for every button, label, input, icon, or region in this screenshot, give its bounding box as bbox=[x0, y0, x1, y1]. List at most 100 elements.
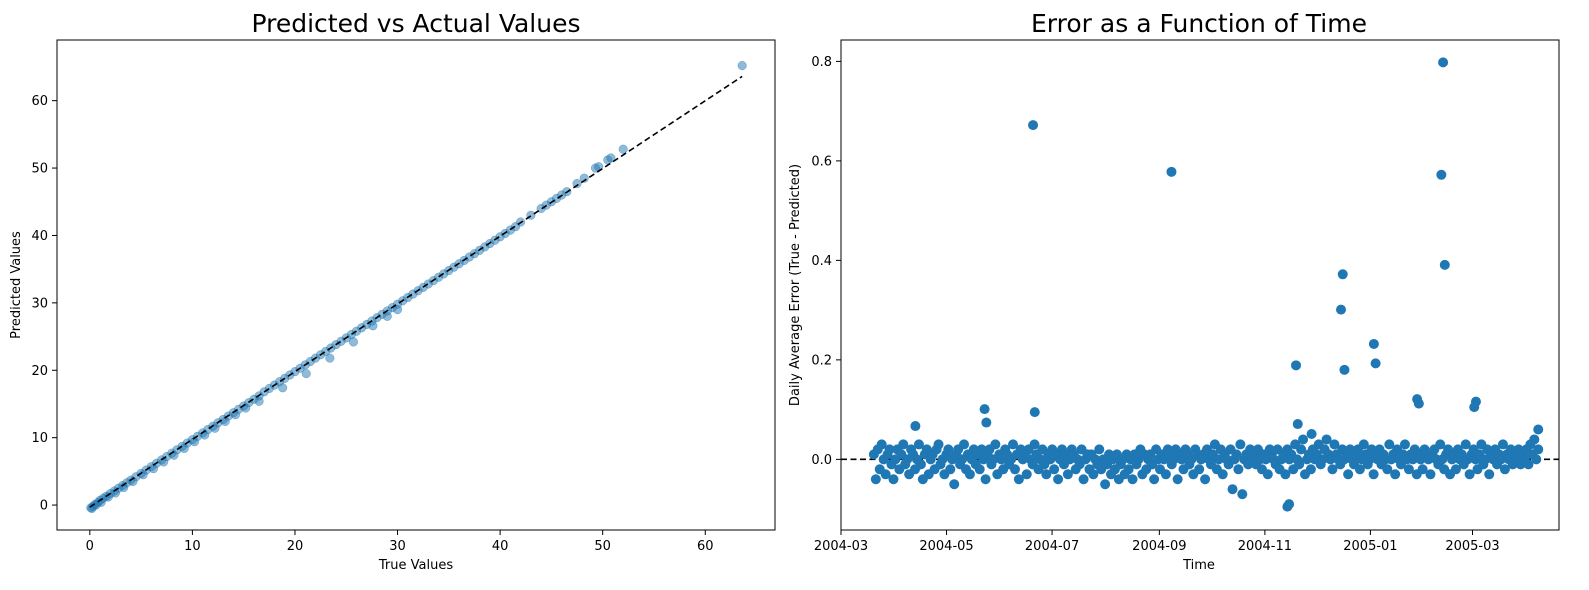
data-point bbox=[1296, 444, 1307, 455]
data-point bbox=[1339, 364, 1350, 375]
data-point bbox=[910, 421, 921, 432]
data-point bbox=[913, 439, 924, 450]
data-point bbox=[179, 443, 189, 453]
data-point bbox=[1028, 120, 1039, 131]
data-point bbox=[1368, 338, 1379, 349]
x-tick-label: 40 bbox=[492, 539, 509, 554]
data-point bbox=[1233, 464, 1244, 475]
data-point bbox=[348, 337, 358, 347]
data-point bbox=[1533, 424, 1544, 435]
scatter-points bbox=[86, 61, 747, 513]
chart-predicted-vs-actual: Predicted vs Actual Values 0 10 20 30 40 50 60… bbox=[9, 9, 776, 573]
data-point bbox=[1329, 439, 1340, 450]
data-point bbox=[606, 153, 616, 163]
data-point bbox=[1291, 360, 1302, 371]
data-point bbox=[898, 439, 909, 450]
x-tick-label: 2004-07 bbox=[1025, 539, 1079, 554]
data-point bbox=[1284, 499, 1295, 510]
data-point bbox=[1123, 464, 1134, 475]
data-point bbox=[943, 444, 954, 455]
data-point bbox=[278, 383, 288, 393]
data-point bbox=[572, 179, 582, 189]
axis-ticks: 2004-03 2004-05 2004-07 2004-09 2004-11 2005-… bbox=[811, 55, 1499, 554]
data-point bbox=[618, 144, 628, 154]
data-point bbox=[1533, 444, 1544, 455]
data-point bbox=[1127, 474, 1138, 485]
data-point bbox=[964, 469, 975, 480]
y-tick-label: 60 bbox=[31, 94, 48, 109]
chart-title: Error as a Function of Time bbox=[1031, 9, 1367, 38]
data-point bbox=[1231, 449, 1242, 460]
identity-line bbox=[89, 75, 743, 508]
data-point bbox=[1413, 398, 1424, 409]
data-point bbox=[1094, 444, 1105, 455]
data-point bbox=[1021, 469, 1032, 480]
x-axis-label: Time bbox=[1182, 558, 1215, 573]
data-point bbox=[945, 464, 956, 475]
data-point bbox=[1194, 464, 1205, 475]
data-point bbox=[990, 439, 1001, 450]
y-axis-label: Predicted Values bbox=[9, 231, 24, 339]
data-point bbox=[1417, 464, 1428, 475]
x-axis-label: True Values bbox=[378, 558, 453, 573]
data-point bbox=[1078, 474, 1089, 485]
data-point bbox=[884, 444, 895, 455]
x-tick-label: 2004-11 bbox=[1238, 539, 1292, 554]
data-point bbox=[1343, 469, 1354, 480]
data-point bbox=[1029, 407, 1040, 418]
data-point bbox=[1166, 166, 1177, 177]
data-point bbox=[148, 464, 158, 474]
data-point bbox=[254, 396, 264, 406]
data-point bbox=[1469, 402, 1480, 413]
data-point bbox=[1217, 469, 1228, 480]
data-point bbox=[1298, 434, 1309, 445]
data-point bbox=[392, 305, 403, 315]
data-point bbox=[1464, 469, 1475, 480]
data-point bbox=[1160, 469, 1171, 480]
data-point bbox=[1460, 439, 1471, 450]
y-tick-label: 0.2 bbox=[811, 353, 832, 368]
data-point bbox=[1529, 434, 1540, 445]
data-point bbox=[1088, 469, 1099, 480]
y-tick-label: 0.6 bbox=[811, 154, 832, 169]
data-point bbox=[1306, 428, 1317, 439]
plot-frame bbox=[840, 39, 1560, 531]
data-point bbox=[1438, 57, 1449, 68]
data-point bbox=[974, 464, 985, 475]
data-point bbox=[210, 423, 220, 433]
data-point bbox=[876, 439, 887, 450]
data-point bbox=[1227, 484, 1238, 495]
data-point bbox=[981, 417, 992, 428]
data-point bbox=[1008, 439, 1019, 450]
data-point bbox=[933, 439, 944, 450]
y-tick-label: 0.0 bbox=[811, 453, 832, 468]
data-point bbox=[1041, 469, 1052, 480]
data-point bbox=[103, 492, 113, 502]
data-point bbox=[1049, 464, 1060, 475]
data-point bbox=[1354, 464, 1365, 475]
y-tick-label: 0.4 bbox=[811, 254, 832, 269]
x-tick-label: 2004-09 bbox=[1132, 539, 1186, 554]
data-point bbox=[1436, 169, 1447, 180]
x-tick-label: 2005-01 bbox=[1343, 539, 1397, 554]
data-point bbox=[579, 173, 589, 183]
data-point bbox=[1336, 304, 1347, 315]
x-tick-label: 10 bbox=[184, 539, 201, 554]
data-point bbox=[1237, 489, 1248, 500]
data-point bbox=[301, 369, 311, 379]
x-tick-label: 30 bbox=[389, 539, 406, 554]
data-point bbox=[1450, 464, 1461, 475]
x-tick-label: 2004-05 bbox=[919, 539, 973, 554]
y-tick-label: 30 bbox=[31, 296, 48, 311]
data-point bbox=[1390, 469, 1401, 480]
data-point bbox=[1009, 464, 1020, 475]
data-point bbox=[1029, 439, 1040, 450]
y-tick-label: 10 bbox=[31, 431, 48, 446]
data-point bbox=[1523, 459, 1534, 470]
chart-title: Predicted vs Actual Values bbox=[251, 9, 580, 38]
data-point bbox=[1484, 469, 1495, 480]
data-point bbox=[737, 61, 747, 71]
data-point bbox=[980, 474, 991, 485]
data-point bbox=[1382, 464, 1393, 475]
